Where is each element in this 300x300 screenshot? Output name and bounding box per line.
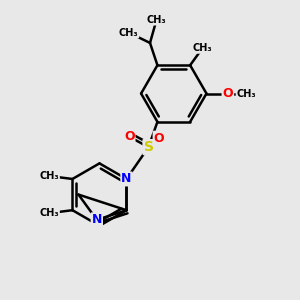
Text: CH₃: CH₃ xyxy=(39,208,59,218)
Text: CH₃: CH₃ xyxy=(119,28,138,38)
Text: O: O xyxy=(154,132,164,145)
Text: O: O xyxy=(124,130,134,143)
Text: CH₃: CH₃ xyxy=(236,88,256,98)
Text: N: N xyxy=(92,213,102,226)
Text: CH₃: CH₃ xyxy=(39,171,59,181)
Text: CH₃: CH₃ xyxy=(193,43,212,53)
Text: N: N xyxy=(121,172,132,185)
Text: O: O xyxy=(223,87,233,100)
Text: CH₃: CH₃ xyxy=(147,15,166,25)
Text: S: S xyxy=(143,140,154,154)
